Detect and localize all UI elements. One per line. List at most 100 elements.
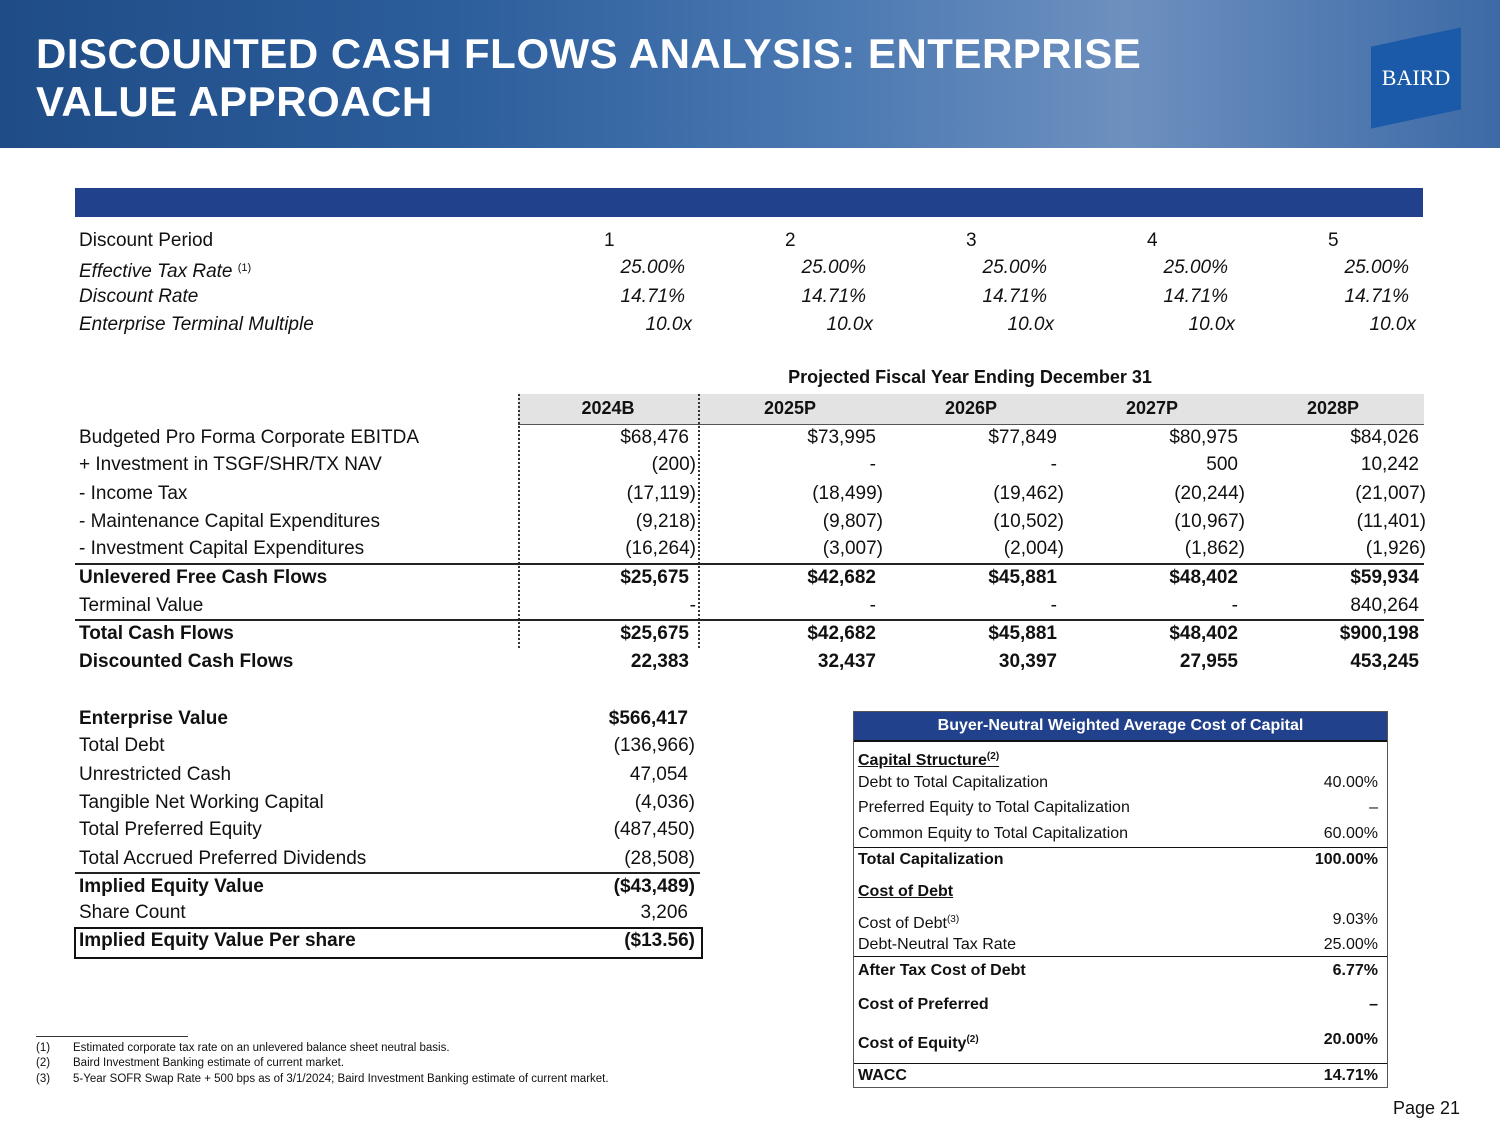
row-label: Terminal Value [79, 595, 204, 616]
year-label: 2024B [581, 398, 635, 418]
cell-value: 22,383 [630, 651, 689, 672]
cell-value: (1,862) [1184, 538, 1245, 559]
cash-flow-row: - Maintenance Capital Expenditures (9,218… [79, 508, 1426, 536]
dotted-divider [698, 394, 700, 648]
assumption-value: 4 [1147, 230, 1158, 251]
wacc-row: Preferred Equity to Total Capitalization… [858, 796, 1378, 820]
baird-logo: BAIRD [1371, 27, 1461, 129]
footnote: (1) Estimated corporate tax rate on an un… [36, 1040, 736, 1056]
page-title: DISCOUNTED CASH FLOWS ANALYSIS: ENTERPRI… [36, 30, 1142, 125]
cell-value: $73,995 [807, 427, 876, 448]
cell-value: (11,401) [1356, 511, 1426, 532]
label-text: Cost of Debt [858, 915, 947, 932]
cell-value: 27,955 [1179, 651, 1238, 672]
cash-flow-row: Terminal Value - - - - 840,264 [79, 592, 1419, 620]
projection-title: Projected Fiscal Year Ending December 31 [788, 367, 1152, 387]
wacc-label: Capital Structure(2) [858, 745, 999, 773]
assumption-value: 14.71% [1344, 286, 1409, 307]
label-text: Discount Period [79, 230, 214, 251]
cell-value: $900,198 [1339, 623, 1419, 644]
row-value: 47,054 [629, 764, 688, 785]
wacc-rule [854, 847, 1387, 848]
year-label: 2027P [1125, 398, 1179, 418]
logo-text: BAIRD [1381, 65, 1451, 90]
cash-flow-row: Total Cash Flows $25,675 $42,682 $45,881 $48… [79, 620, 1419, 648]
dotted-divider [518, 394, 520, 648]
wacc-row: WACC 14.71% [858, 1064, 1378, 1088]
row-value: $566,417 [608, 708, 688, 729]
cell-value: 30,397 [998, 651, 1057, 672]
wacc-label: Preferred Equity to Total Capitalization [858, 796, 1130, 820]
wacc-label: After Tax Cost of Debt [858, 959, 1026, 983]
cash-flow-row: Discounted Cash Flows 22,383 32,437 30,397 2… [79, 648, 1419, 676]
wacc-value: – [1369, 799, 1378, 816]
label-text: Cost of Debt [858, 883, 954, 900]
assumption-value: 1 [604, 230, 615, 251]
footnote-text: Baird Investment Banking estimate of cur… [73, 1057, 345, 1069]
cell-value: (1,926) [1365, 538, 1426, 559]
assumption-label: Discount Rate [79, 283, 198, 311]
cell-value: (19,462) [993, 483, 1064, 504]
bridge-row: Unrestricted Cash 47,054 [79, 761, 699, 789]
assumption-value: 25.00% [620, 257, 685, 278]
assumption-value: 25.00% [1163, 257, 1228, 278]
wacc-label: Total Capitalization [858, 848, 1003, 872]
assumption-row: Effective Tax Rate (1) 25.00% 25.00% 25.00%… [79, 254, 1419, 282]
cash-flow-row: + Investment in TSGF/SHR/TX NAV (200) - - 50… [79, 451, 1419, 479]
label-text: Discount Rate [79, 286, 199, 307]
cell-value: (10,502) [993, 511, 1064, 532]
assumption-value: 10.0x [1369, 314, 1416, 335]
bridge-row: Enterprise Value $566,417 [79, 705, 699, 733]
row-label: Implied Equity Value [79, 876, 264, 897]
page-number: Page 21 [1393, 1098, 1461, 1118]
row-label: + Investment in TSGF/SHR/TX NAV [79, 454, 382, 475]
row-value: ($13.56) [624, 930, 695, 951]
cell-value: 500 [1206, 454, 1238, 475]
wacc-value: 9.03% [1332, 911, 1378, 928]
footnote-text: Estimated corporate tax rate on an unlev… [73, 1042, 450, 1054]
cell-value: $80,975 [1169, 427, 1238, 448]
wacc-row: Cost of Preferred – [858, 993, 1378, 1017]
row-label: - Investment Capital Expenditures [79, 538, 365, 559]
rule [75, 872, 700, 874]
wacc-value: 40.00% [1323, 774, 1378, 791]
wacc-table: Buyer-Neutral Weighted Average Cost of C… [853, 711, 1388, 1088]
cell-value: $84,026 [1350, 427, 1419, 448]
cell-value: 453,245 [1350, 651, 1419, 672]
cell-value: (21,007) [1355, 483, 1426, 504]
label-text: Enterprise Terminal Multiple [79, 314, 314, 335]
row-label: Budgeted Pro Forma Corporate EBITDA [79, 427, 420, 448]
wacc-value: 60.00% [1323, 825, 1378, 842]
wacc-row: Cost of Debt [858, 880, 1378, 904]
header-banner: DISCOUNTED CASH FLOWS ANALYSIS: ENTERPRI… [0, 0, 1500, 148]
wacc-rule [854, 956, 1387, 957]
assumption-value: 10.0x [826, 314, 873, 335]
cell-value: $45,881 [988, 623, 1057, 644]
row-value: (487,450) [613, 819, 695, 840]
footnote: (3) 5-Year SOFR Swap Rate + 500 bps as of… [36, 1071, 736, 1087]
assumption-label: Effective Tax Rate (1) [79, 254, 251, 286]
row-label: Unrestricted Cash [79, 764, 232, 785]
implied-value-box [74, 927, 703, 959]
footnote-ref: (2) [986, 751, 1000, 762]
assumption-row: Discount Period 1 2 3 4 5 [79, 227, 1419, 255]
assumption-row: Enterprise Terminal Multiple 10.0x 10.0x 10… [79, 311, 1419, 339]
cash-flow-row: Budgeted Pro Forma Corporate EBITDA $68,4… [79, 424, 1419, 452]
wacc-label: Cost of Preferred [858, 993, 989, 1017]
cell-value: $45,881 [988, 567, 1057, 588]
wacc-row: Common Equity to Total Capitalization 60.… [858, 822, 1378, 846]
wacc-label: Debt to Total Capitalization [858, 771, 1048, 795]
row-label: Total Preferred Equity [79, 819, 262, 840]
assumption-value: 10.0x [1188, 314, 1235, 335]
wacc-row: Debt to Total Capitalization 40.00% [858, 771, 1378, 795]
row-value: (136,966) [613, 735, 695, 756]
cell-value: (18,499) [812, 483, 883, 504]
wacc-label: Debt-Neutral Tax Rate [858, 933, 1016, 957]
row-value: (4,036) [634, 792, 695, 813]
wacc-value: 25.00% [1323, 936, 1378, 953]
assumption-value: 14.71% [982, 286, 1047, 307]
footnote-rule [36, 1036, 188, 1037]
row-label: Unlevered Free Cash Flows [79, 567, 328, 588]
cell-value: - [1231, 595, 1238, 616]
section-bar [75, 188, 1423, 217]
